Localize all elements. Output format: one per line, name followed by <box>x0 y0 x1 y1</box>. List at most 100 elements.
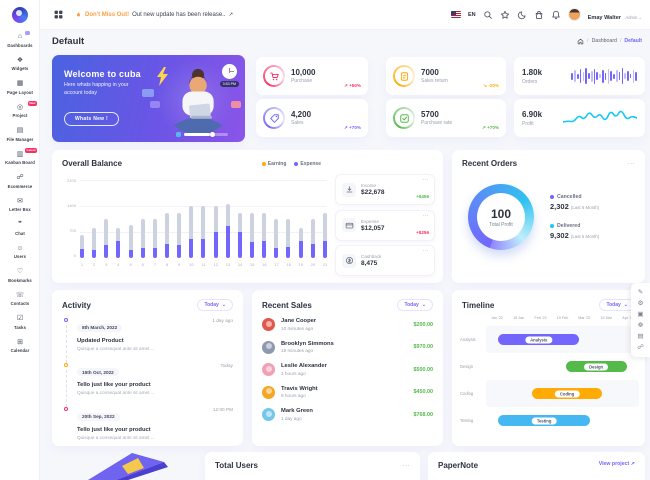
expense-segment <box>237 232 242 258</box>
balance-bar[interactable] <box>80 180 84 258</box>
activity-item[interactable]: 20th Sep, 2022 12:00 PM Tello just like yo… <box>64 405 233 450</box>
printer-icon[interactable]: ▤ <box>637 333 644 340</box>
balance-bar[interactable] <box>262 180 267 258</box>
sidebar-item-page-layout[interactable]: ▦ Page Layout <box>0 76 40 100</box>
paint-icon[interactable]: ✎ <box>637 289 644 296</box>
activity-item[interactable]: 15th Oct, 2022 Today Tello just like your … <box>64 361 233 407</box>
balance-bar[interactable] <box>92 180 97 258</box>
balance-bar[interactable] <box>116 180 121 258</box>
breadcrumb-default[interactable]: Default <box>624 38 642 44</box>
card-menu-icon[interactable]: ... <box>422 176 429 182</box>
bell-icon[interactable] <box>551 10 561 20</box>
gantt-row-label: Coding <box>460 391 474 396</box>
sidebar-item-label: Kanban Board <box>5 160 35 165</box>
balance-bar[interactable] <box>237 180 242 258</box>
sidebar-item-tasks[interactable]: ☑ Tasks <box>0 311 40 335</box>
balance-bar[interactable] <box>152 180 157 258</box>
sparkline-bar <box>632 69 635 83</box>
language-selector[interactable]: EN <box>467 11 476 18</box>
balance-bar[interactable] <box>249 180 254 258</box>
earning-segment <box>286 219 291 247</box>
user-menu[interactable]: Emay Walter Admin ⌄ <box>588 6 642 24</box>
sales-row-mark-green[interactable]: Mark Green 1 day ago $768.00 <box>262 408 433 421</box>
card-menu-icon[interactable]: ... <box>627 159 635 166</box>
cart-icon[interactable]: ☍ <box>637 344 644 351</box>
user-avatar[interactable] <box>567 8 581 21</box>
sales-list: Jane Cooper 10 minutes ago $200.00 Brooklyn… <box>262 318 433 431</box>
y-tick: 0 <box>73 253 76 258</box>
cart-icon[interactable] <box>534 10 544 20</box>
balance-bar[interactable] <box>225 180 230 258</box>
sale-amount: $970.00 <box>413 344 434 350</box>
sidebar-item-ecommerce[interactable]: ☍ Ecommerce <box>0 170 40 194</box>
expense-segment <box>201 238 206 258</box>
home-icon[interactable] <box>577 38 584 45</box>
announcement-banner[interactable]: Don't Miss Out! Out new update has been … <box>75 11 233 19</box>
expense-segment <box>225 225 230 258</box>
stat-value: 4,200 <box>291 109 312 119</box>
menu-grid-icon[interactable] <box>54 10 63 19</box>
balance-bar[interactable] <box>140 180 145 258</box>
balance-bar[interactable] <box>322 180 327 258</box>
sidebar-item-contacts[interactable]: ☏ Contacts <box>0 288 40 312</box>
breadcrumb-separator: / <box>619 38 622 44</box>
sidebar-item-chat[interactable]: ❞ Chat <box>0 217 40 241</box>
sidebar-item-dashboards[interactable]: ⌂ Dashboards <box>0 29 40 53</box>
sidebar-item-project[interactable]: ◎ New Project <box>0 100 40 124</box>
gantt-bar-testing[interactable]: Testing <box>498 415 591 426</box>
sales-filter[interactable]: Today ⌄ <box>397 299 433 311</box>
sidebar-item-users[interactable]: ☺ Users <box>0 241 40 265</box>
sidebar-item-kanban-board[interactable]: ▥ Latest Kanban Board <box>0 147 40 171</box>
card-menu-icon[interactable]: ... <box>422 211 429 218</box>
sales-row-brooklyn-simmons[interactable]: Brooklyn Simmons 19 minutes ago $970.00 <box>262 340 434 354</box>
sales-row-travis-wright[interactable]: Travis Wright 8 hours ago $450.00 <box>262 385 433 399</box>
earning-segment <box>225 204 230 226</box>
earning-segment <box>80 234 84 250</box>
balance-bar[interactable] <box>104 180 109 258</box>
card-menu-icon[interactable]: ... <box>422 247 429 253</box>
gantt-bar-coding[interactable]: Coding <box>531 388 603 399</box>
balance-bar[interactable] <box>310 180 315 258</box>
balance-bar[interactable] <box>201 180 206 258</box>
breadcrumb-dashboard[interactable]: Dashboard <box>591 38 617 44</box>
balance-bar[interactable] <box>177 180 182 258</box>
tag-icon <box>269 113 280 124</box>
sidebar-item-letter-box[interactable]: ✉ Letter Box <box>0 194 40 218</box>
balance-bar[interactable] <box>286 180 291 258</box>
sales-row-leslie-alexander[interactable]: Leslie Alexander 2 hours ago $500.00 <box>262 363 433 376</box>
us-flag-icon[interactable] <box>450 11 461 18</box>
activity-item[interactable]: 8th March, 2022 1 day ago Updated Product Q… <box>64 316 233 363</box>
app-logo[interactable] <box>11 7 28 23</box>
sidebar-item-file-manager[interactable]: ▤ File Manager <box>0 123 40 147</box>
sidebar-item-calendar[interactable]: ⊞ Calendar <box>0 335 40 359</box>
gantt-bar-design[interactable]: Design <box>565 361 627 372</box>
settings-icon[interactable]: ☸ <box>637 322 644 329</box>
box-icon[interactable]: ▣ <box>637 311 644 318</box>
balance-bar[interactable] <box>189 180 194 258</box>
balance-bar[interactable] <box>128 180 133 258</box>
gear-icon[interactable]: ⚙ <box>637 300 644 307</box>
sidebar-item-widgets[interactable]: ❖ Widgets <box>0 53 40 77</box>
balance-bar[interactable] <box>274 180 279 258</box>
activity-date-badge: 20th Sep, 2022 <box>77 412 120 421</box>
gantt-bar-analysis[interactable]: Analysis <box>498 334 580 345</box>
balance-bar[interactable] <box>298 180 303 258</box>
star-icon[interactable] <box>500 10 510 20</box>
sales-row-jane-cooper[interactable]: Jane Cooper 10 minutes ago $200.00 <box>262 318 433 331</box>
timeline-filter[interactable]: Today ⌄ <box>599 299 635 311</box>
activity-filter[interactable]: Today ⌄ <box>197 299 233 311</box>
sale-time: 8 hours ago <box>281 393 306 399</box>
laptop-illustration <box>88 453 168 480</box>
card-menu-icon[interactable]: ... <box>402 461 410 468</box>
sale-amount: $500.00 <box>413 366 434 373</box>
stat-value: 5700 <box>421 109 439 119</box>
balance-bar[interactable] <box>213 180 218 258</box>
sidebar-item-bookmarks[interactable]: ♡ Bookmarks <box>0 264 40 288</box>
earning-segment <box>237 213 242 232</box>
balance-bar[interactable] <box>164 180 169 258</box>
whats-new-button[interactable]: Whats New ! <box>64 112 120 126</box>
moon-icon[interactable] <box>517 10 527 20</box>
expense-segment <box>140 248 145 258</box>
search-icon[interactable] <box>483 10 493 20</box>
view-project-link[interactable]: View project ↗ <box>598 461 635 467</box>
